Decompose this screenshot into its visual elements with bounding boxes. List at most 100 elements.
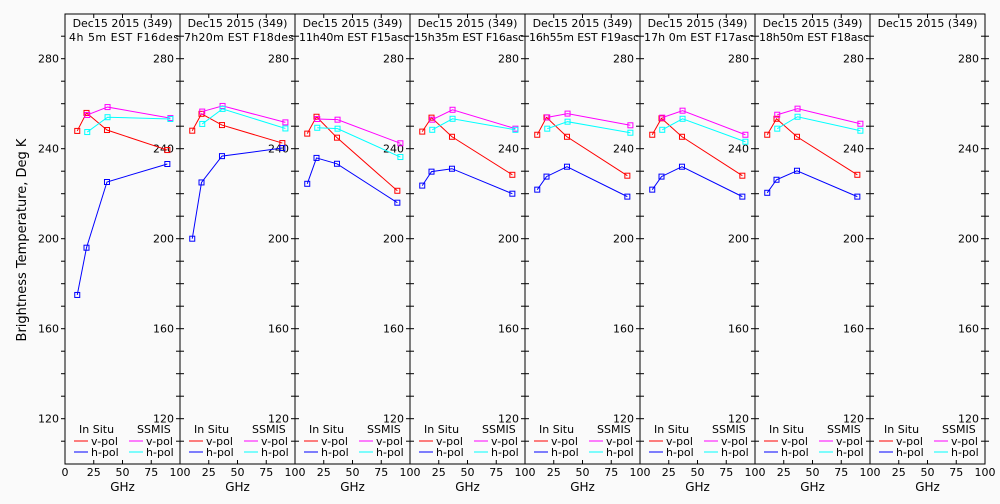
series-line-insitu-h [536,166,628,198]
data-point-insitu-h [304,180,311,187]
data-point-ssmis-v [84,111,91,118]
panel-title-time: 4h 5m EST F16des [69,31,179,44]
data-point-insitu-h [218,153,225,160]
x-tick-label: 25 [892,466,906,479]
series-line-insitu-v [421,116,513,176]
data-point-ssmis-v [314,116,321,122]
data-point-insitu-v [218,122,225,129]
data-point-ssmis-h [742,138,749,145]
series-line-insitu-h [306,157,398,204]
legend-title-ssmis: SSMIS [712,423,746,436]
series-line-ssmis-v [432,109,516,130]
series-line-insitu-v [766,117,858,176]
y-tick-label: 160 [268,323,289,336]
legend-label-insitu-h: h-pol [666,446,694,459]
data-point-ssmis-v [857,120,864,127]
legend-label-insitu-h: h-pol [551,446,579,459]
panel-title-time: 17h 0m EST F17asc [644,31,754,44]
data-point-insitu-h [854,193,861,200]
x-tick-label: 100 [745,466,766,479]
legend-title-ssmis: SSMIS [942,423,976,436]
panel-title-date: Dec15 2015 (349) [303,17,403,30]
y-tick-label: 200 [728,233,749,246]
data-point-ssmis-h [659,126,666,133]
data-point-insitu-h [428,168,435,175]
x-tick-label: 75 [259,466,273,479]
data-point-insitu-h [313,154,320,161]
data-point-insitu-h [189,235,196,242]
y-tick-label: 240 [498,143,519,156]
panel-6: Dec15 2015 (349)17h 0m EST F17asc 120 160 2… [639,13,766,494]
legend-title-ssmis: SSMIS [137,423,171,436]
data-point-ssmis-v [742,131,749,138]
y-tick-label: 280 [383,53,404,66]
y-tick-label: 160 [958,323,979,336]
y-tick-label: 240 [728,143,749,156]
y-tick-label: 160 [613,323,634,336]
data-point-ssmis-h [167,116,174,122]
legend-label-ssmis-v: v-pol [491,435,518,448]
legend-label-insitu-h: h-pol [206,446,234,459]
legend-title-insitu: In Situ [79,423,114,436]
x-tick-label: 75 [374,466,388,479]
y-tick-label: 160 [38,323,59,336]
x-tick-label: 75 [949,466,963,479]
data-point-insitu-v [649,131,656,138]
x-tick-label: 25 [87,466,101,479]
panel-1: Dec15 2015 (349)4h 5m EST F16des 120 120 16… [38,13,191,494]
data-point-insitu-h [394,199,401,206]
data-point-insitu-h [333,160,340,167]
x-tick-label: 75 [489,466,503,479]
x-tick-label: 75 [719,466,733,479]
legend-label-insitu-v: v-pol [436,435,463,448]
x-tick-label: 100 [400,466,421,479]
legend-title-ssmis: SSMIS [482,423,516,436]
data-point-insitu-v [678,133,685,140]
y-tick-label: 120 [843,413,864,426]
legend-label-ssmis-h: h-pol [491,446,519,459]
x-tick-label: 100 [630,466,651,479]
legend-label-ssmis-v: v-pol [261,435,288,448]
data-point-ssmis-h [679,115,686,122]
data-point-insitu-v [509,171,516,178]
data-point-ssmis-v [794,105,801,112]
x-tick-label: 25 [662,466,676,479]
legend-label-insitu-v: v-pol [91,435,118,448]
y-tick-label: 120 [958,413,979,426]
panel-title-time: 15h35m EST F16asc [414,31,524,44]
legend-label-ssmis-h: h-pol [606,446,634,459]
y-tick-label: 160 [843,323,864,336]
series-line-insitu-v [76,112,168,151]
panel-title-date: Dec15 2015 (349) [878,17,978,30]
x-axis-label: GHz [110,480,135,494]
y-tick-label: 120 [38,413,59,426]
y-tick-label: 120 [383,413,404,426]
data-point-ssmis-h [512,126,519,133]
x-tick-label: 25 [317,466,331,479]
legend-label-ssmis-h: h-pol [836,446,864,459]
legend-label-insitu-v: v-pol [551,435,578,448]
y-tick-label: 200 [153,233,174,246]
data-point-ssmis-v [397,140,404,147]
x-tick-label: 100 [170,466,191,479]
legend-label-insitu-v: v-pol [206,435,233,448]
data-point-ssmis-v [627,122,634,129]
x-tick-label: 100 [515,466,536,479]
series-line-insitu-v [306,115,398,192]
legend-label-ssmis-h: h-pol [951,446,979,459]
data-point-insitu-h [543,173,550,180]
y-tick-label: 240 [958,143,979,156]
data-point-insitu-v [333,134,340,141]
legend-label-insitu-v: v-pol [896,435,923,448]
panel-title-date: Dec15 2015 (349) [648,17,748,30]
data-point-insitu-h [164,161,171,167]
data-point-insitu-v [624,172,631,179]
series-line-ssmis-h [547,121,631,134]
x-tick-label: 25 [432,466,446,479]
data-point-insitu-h [563,163,570,170]
y-tick-label: 160 [153,323,174,336]
data-point-ssmis-v [199,108,206,115]
data-point-insitu-v [394,187,401,194]
y-tick-label: 200 [498,233,519,246]
legend-label-insitu-v: v-pol [666,435,693,448]
